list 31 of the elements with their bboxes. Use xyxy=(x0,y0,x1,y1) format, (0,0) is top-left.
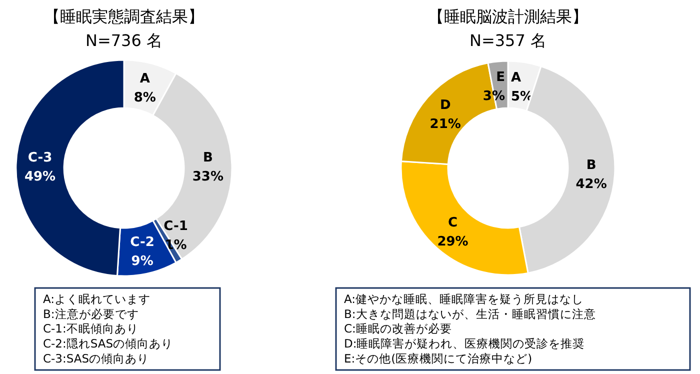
slice-label: C-2 xyxy=(130,234,154,250)
slice-label: B xyxy=(586,158,596,174)
chart-title: 【睡眠実態調査結果】 xyxy=(44,7,204,26)
text: A:健やかな睡眠、睡眠障害を疑う所見はなし xyxy=(344,292,584,306)
data-label: 42% xyxy=(576,177,607,192)
data-label: 29% xyxy=(437,234,468,250)
chart-title: 【睡眠脳波計測結果】 xyxy=(428,7,588,26)
slice-label: A xyxy=(511,70,522,86)
slice-label: C-3 xyxy=(28,150,52,166)
data-label: 21% xyxy=(430,116,461,132)
chart-subtitle: N=357 名 xyxy=(470,31,546,50)
text: A:よく眠れています xyxy=(43,292,151,306)
data-label: 49% xyxy=(24,169,56,184)
data-label: 33% xyxy=(192,169,224,184)
slice-label: C xyxy=(448,216,458,231)
text: B:大きな問題はないが、生活・睡眠習慣に注意 xyxy=(344,306,596,321)
data-label: 8% xyxy=(134,90,156,106)
text: E:その他(医療機関にて治療中など) xyxy=(344,351,532,366)
data-label: 9% xyxy=(131,254,154,269)
text: C-2:隠れSASの傾向あり xyxy=(43,336,174,350)
slice-label: A xyxy=(140,72,150,87)
chart-subtitle: N=736 名 xyxy=(86,31,162,50)
slice-label: E xyxy=(496,70,505,85)
slice-label: D xyxy=(440,98,451,113)
text: C:睡眠の改善が必要 xyxy=(344,322,452,336)
slice-label: B xyxy=(203,150,213,166)
text: B:注意が必要です xyxy=(43,306,139,321)
text: C-3:SASの傾向あり xyxy=(43,351,150,366)
slice-label: C-1 xyxy=(164,219,188,234)
text: C-1:不眠傾向あり xyxy=(43,322,138,336)
text: D:睡眠障害が疑われ、医療機関の受診を推奨 xyxy=(344,336,585,350)
